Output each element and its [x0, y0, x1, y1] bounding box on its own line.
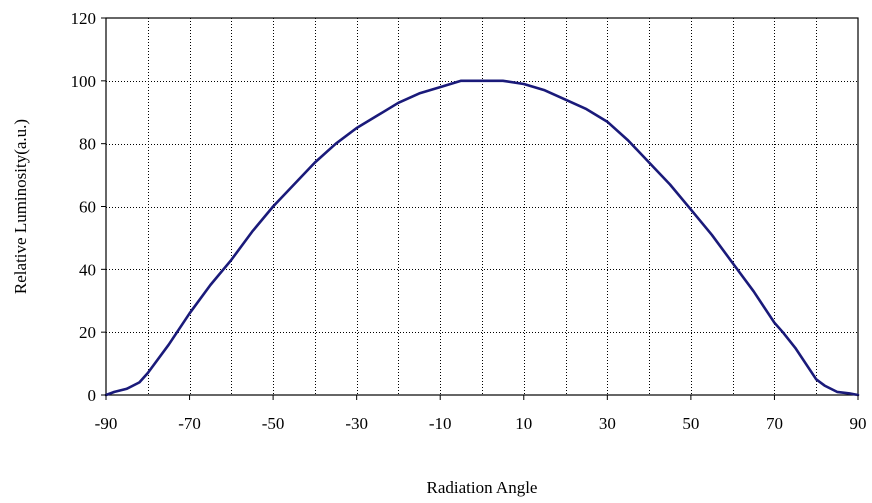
y-axis-title: Relative Luminosity(a.u.) — [11, 119, 30, 294]
y-axis-ticks: 0 20 40 60 80 100 120 — [71, 9, 106, 405]
plot-frame — [105, 17, 859, 396]
grid — [106, 18, 858, 395]
x-tick-label: 50 — [682, 414, 699, 433]
y-tick-label: 120 — [71, 9, 97, 28]
series-line — [104, 79, 860, 397]
y-tick-label: 20 — [79, 323, 96, 342]
x-tick-label: -70 — [178, 414, 201, 433]
x-tick-label: 30 — [599, 414, 616, 433]
x-tick-label: -30 — [345, 414, 368, 433]
x-tick-label: 90 — [850, 414, 867, 433]
series-layer — [104, 79, 860, 397]
x-axis-title: Radiation Angle — [427, 478, 538, 497]
x-tick-label: -10 — [429, 414, 452, 433]
y-tick-label: 40 — [79, 260, 96, 279]
x-tick-label: 10 — [515, 414, 532, 433]
x-axis-ticks: -90 -70 -50 -30 -10 10 30 50 70 90 — [95, 395, 867, 433]
y-tick-label: 0 — [88, 386, 97, 405]
x-tick-label: -90 — [95, 414, 118, 433]
x-tick-label: -50 — [262, 414, 285, 433]
x-tick-label: 70 — [766, 414, 783, 433]
y-tick-label: 100 — [71, 72, 97, 91]
y-tick-label: 80 — [79, 135, 96, 154]
y-tick-label: 60 — [79, 198, 96, 217]
